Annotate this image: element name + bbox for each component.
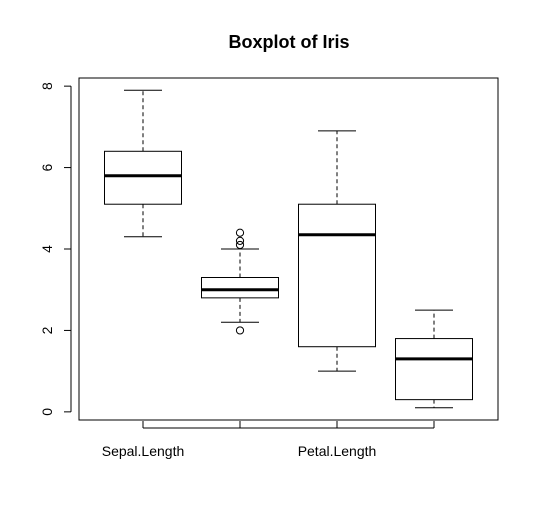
outlier-point <box>235 236 245 245</box>
y-tick-label: 0 <box>39 408 55 416</box>
y-tick-label: 4 <box>39 245 55 253</box>
iqr-box <box>395 338 473 401</box>
y-tick-label: 2 <box>39 326 55 334</box>
x-axis: Sepal.Length Petal.Length <box>102 421 435 459</box>
outlier-point <box>235 326 245 335</box>
iqr-box <box>298 203 376 348</box>
plot-frame <box>78 77 499 421</box>
y-tick-label: 8 <box>39 82 55 90</box>
box-sepal-length <box>104 89 182 238</box>
iqr-box <box>201 277 279 299</box>
boxes-layer <box>104 89 473 409</box>
iqr-box <box>104 150 182 205</box>
x-tick-label: Petal.Length <box>298 443 377 459</box>
outlier-point <box>235 240 245 250</box>
box-petal-width <box>395 309 473 409</box>
y-axis: 0 2 4 6 8 <box>39 82 72 416</box>
chart-title: Boxplot of Iris <box>229 32 350 52</box>
x-tick-label: Sepal.Length <box>102 443 185 459</box>
box-sepal-width <box>201 228 279 335</box>
y-tick-label: 6 <box>39 163 55 171</box>
box-petal-length <box>298 130 376 372</box>
outlier-point <box>235 228 245 237</box>
